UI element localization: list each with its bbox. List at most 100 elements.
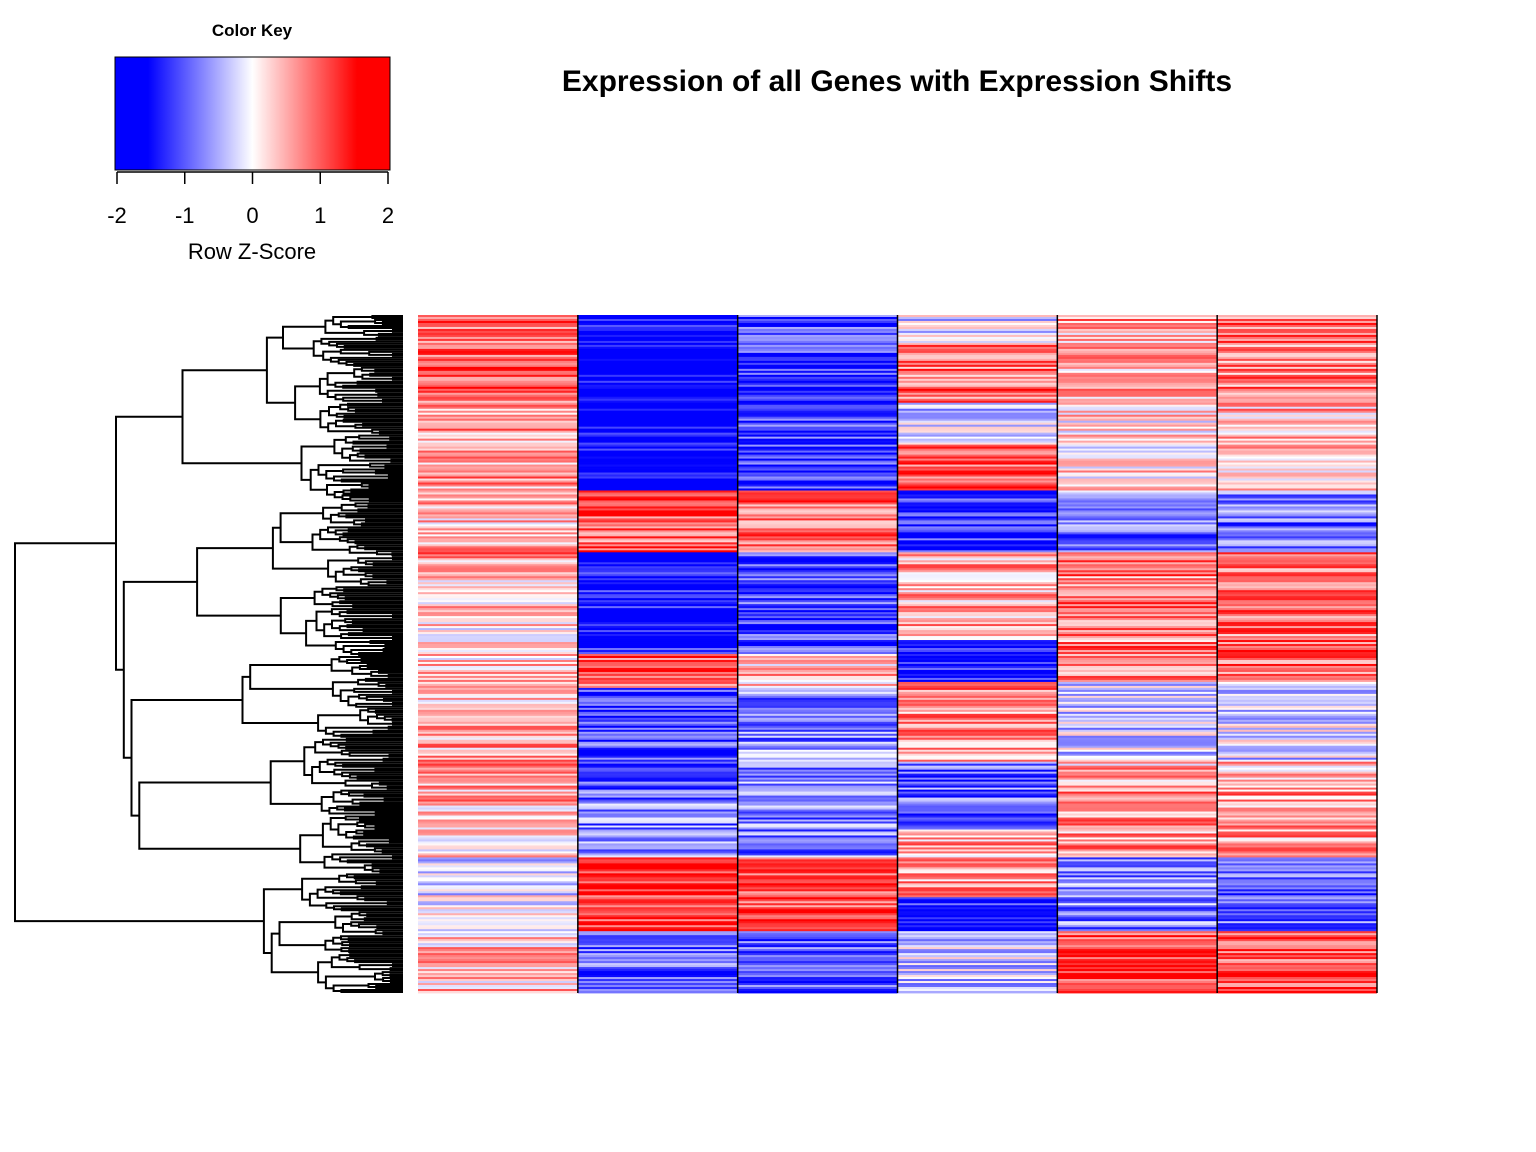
- heatmap-cell: [897, 789, 1058, 792]
- heatmap-cell: [418, 414, 578, 418]
- heatmap-cell: [737, 905, 898, 908]
- heatmap-cell: [577, 709, 738, 713]
- heatmap-cell: [737, 566, 898, 569]
- dendrogram-branch: [388, 839, 403, 844]
- heatmap-cell: [1057, 889, 1218, 892]
- dendrogram-branch: [392, 556, 403, 561]
- heatmap-cell: [737, 921, 898, 924]
- heatmap-cell: [1217, 336, 1377, 340]
- heatmap-cell: [897, 360, 1058, 364]
- heatmap-cell: [418, 462, 578, 465]
- dendrogram-branch: [359, 448, 403, 453]
- heatmap-cell: [737, 825, 898, 828]
- heatmap-cell: [737, 679, 898, 683]
- heatmap-cell: [1057, 315, 1218, 318]
- heatmap-cell: [1217, 436, 1377, 440]
- heatmap-cell: [418, 644, 578, 647]
- heatmap-cell: [418, 428, 578, 432]
- heatmap-cell: [1057, 502, 1218, 505]
- heatmap-cell: [737, 959, 898, 962]
- heatmap-cell: [1217, 783, 1377, 787]
- heatmap-cell: [737, 424, 898, 428]
- heatmap-cell: [737, 925, 898, 928]
- heatmap-cell: [897, 979, 1058, 982]
- heatmap-cell: [577, 376, 738, 380]
- heatmap-cell: [418, 456, 578, 459]
- heatmap-cell: [418, 450, 578, 453]
- heatmap-cell: [577, 889, 738, 892]
- heatmap-cell: [418, 871, 578, 874]
- heatmap-cell: [1217, 394, 1377, 398]
- heatmap-cell: [737, 652, 898, 655]
- dendrogram-branch: [348, 949, 403, 954]
- heatmap-cell: [1057, 751, 1218, 755]
- heatmap-cell: [577, 384, 738, 388]
- dendrogram-branch: [356, 775, 403, 780]
- heatmap-cell: [1217, 410, 1377, 414]
- heatmap-cell: [897, 560, 1058, 563]
- heatmap-cell: [897, 795, 1058, 798]
- heatmap-cell: [1057, 572, 1218, 575]
- heatmap-cell: [418, 374, 578, 378]
- dendrogram-branch: [364, 546, 403, 551]
- heatmap-cell: [1057, 554, 1218, 557]
- heatmap-cell: [897, 496, 1058, 499]
- heatmap-cell: [897, 315, 1058, 318]
- heatmap-cell: [418, 907, 578, 910]
- heatmap-cell: [1217, 628, 1377, 631]
- heatmap-cell: [418, 733, 578, 737]
- heatmap-cell: [737, 717, 898, 721]
- heatmap-cell: [897, 913, 1058, 916]
- heatmap-cell: [897, 606, 1058, 609]
- heatmap-cell: [577, 532, 738, 535]
- heatmap-cell: [1057, 859, 1218, 862]
- heatmap-cell: [897, 655, 1058, 659]
- heatmap-cell: [418, 879, 578, 882]
- heatmap-cell: [737, 841, 898, 844]
- heatmap-cell: [418, 687, 578, 691]
- heatmap-cell: [737, 504, 898, 507]
- heatmap-cell: [897, 725, 1058, 729]
- heatmap-cell: [1217, 845, 1377, 848]
- heatmap-cell: [1057, 655, 1218, 659]
- heatmap-cell: [737, 482, 898, 485]
- heatmap-cell: [1217, 386, 1377, 390]
- heatmap-cell: [897, 751, 1058, 755]
- dendrogram-branch: [362, 422, 403, 427]
- heatmap-cell: [418, 773, 578, 777]
- heatmap-cell: [577, 779, 738, 783]
- heatmap-cell: [418, 765, 578, 769]
- heatmap-cell: [577, 783, 738, 787]
- heatmap-cell: [897, 322, 1058, 326]
- heatmap-cell: [1217, 953, 1377, 956]
- heatmap-cell: [897, 406, 1058, 410]
- dendrogram-branch: [369, 640, 403, 644]
- heatmap-cell: [1217, 354, 1377, 358]
- dendrogram-branch: [374, 470, 403, 475]
- heatmap-cell: [1057, 362, 1218, 366]
- heatmap-cell: [897, 983, 1058, 986]
- heatmap-cell: [737, 725, 898, 729]
- heatmap-cell: [1217, 927, 1377, 930]
- heatmap-cell: [1217, 779, 1377, 783]
- heatmap-cell: [1217, 478, 1377, 481]
- heatmap-cell: [1217, 488, 1377, 491]
- heatmap-cell: [1057, 596, 1218, 599]
- heatmap-cell: [1217, 482, 1377, 485]
- heatmap-cell: [1217, 763, 1377, 767]
- heatmap-cell: [1217, 578, 1377, 581]
- heatmap-cell: [737, 739, 898, 743]
- heatmap-cell: [897, 835, 1058, 838]
- heatmap-cell: [577, 556, 738, 559]
- heatmap-cell: [1217, 446, 1377, 449]
- dendrogram-branch: [303, 746, 316, 776]
- heatmap-cell: [577, 761, 738, 765]
- heatmap-cell: [897, 364, 1058, 368]
- dendrogram-branch: [196, 547, 281, 617]
- heatmap-cell: [418, 815, 578, 818]
- heatmap-cell: [577, 957, 738, 960]
- heatmap-cell: [577, 510, 738, 513]
- heatmap-cell: [577, 360, 738, 364]
- heatmap-cell: [897, 815, 1058, 818]
- heatmap-cell: [1057, 626, 1218, 629]
